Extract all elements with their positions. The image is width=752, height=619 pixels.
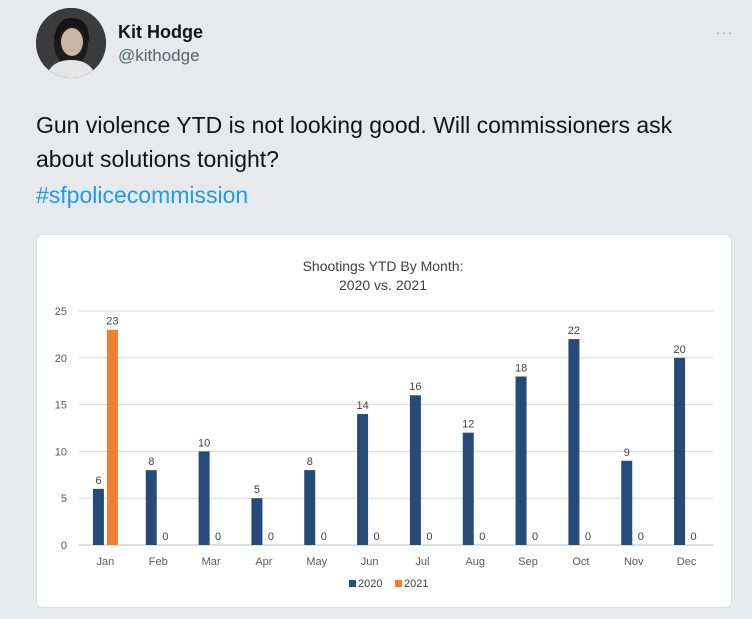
bar-2020-sep: [515, 376, 527, 545]
bar-2020-jan: [92, 488, 104, 545]
data-label: 8: [148, 456, 154, 468]
bar-chart: Shootings YTD By Month: 2020 vs. 2021 0 5…: [55, 258, 713, 590]
data-label: 0: [321, 531, 327, 543]
x-tick-label: Oct: [572, 556, 589, 568]
x-tick-label: Jan: [97, 556, 115, 568]
x-tick-label: Mar: [202, 556, 221, 568]
x-tick-label: Jun: [361, 556, 379, 568]
legend-label: 2021: [404, 578, 428, 590]
legend-swatch: [395, 580, 402, 587]
data-label: 0: [585, 531, 591, 543]
x-tick-label: Nov: [624, 556, 644, 568]
x-tick-label: Sep: [518, 556, 538, 568]
y-tick-label: 15: [55, 400, 67, 412]
author-name[interactable]: Kit Hodge: [118, 22, 203, 42]
y-tick-label: 25: [55, 306, 67, 318]
data-label: 0: [691, 531, 697, 543]
data-label: 22: [568, 325, 580, 337]
data-label: 5: [254, 484, 260, 496]
data-label: 16: [409, 381, 421, 393]
data-label: 18: [515, 363, 527, 375]
bar-2021-jan: [106, 329, 118, 545]
data-label: 0: [426, 531, 432, 543]
bar-2020-jul: [409, 395, 421, 545]
tweet-text: Gun violence YTD is not looking good. Wi…: [36, 112, 673, 172]
data-label: 6: [95, 475, 101, 487]
profile-photo-icon: [36, 8, 106, 78]
data-label: 9: [624, 447, 630, 459]
bar-2020-aug: [462, 432, 474, 545]
x-tick-label: Dec: [677, 556, 697, 568]
legend-swatch: [349, 580, 356, 587]
more-options-icon[interactable]: ···: [716, 24, 733, 40]
bar-2020-feb: [145, 470, 157, 545]
data-label: 0: [374, 531, 380, 543]
bar-2020-nov: [621, 460, 633, 545]
data-label: 0: [638, 531, 644, 543]
bar-2020-oct: [568, 339, 580, 545]
x-tick-label: May: [306, 556, 327, 568]
hashtag-link[interactable]: #sfpolicecommission: [36, 182, 249, 208]
data-label: 0: [532, 531, 538, 543]
x-tick-label: Aug: [465, 556, 485, 568]
bar-2020-may: [304, 470, 316, 545]
data-label: 12: [462, 419, 474, 431]
data-label: 14: [356, 400, 368, 412]
chart-title: Shootings YTD By Month:: [303, 258, 464, 274]
data-label: 0: [162, 531, 168, 543]
bar-2020-apr: [251, 498, 263, 545]
y-tick-label: 20: [55, 353, 67, 365]
legend-label: 2020: [358, 578, 382, 590]
chart-image[interactable]: Shootings YTD By Month: 2020 vs. 2021 0 5…: [36, 234, 732, 608]
x-tick-label: Feb: [149, 556, 168, 568]
bar-2020-mar: [198, 451, 210, 545]
bar-2020-dec: [674, 357, 686, 545]
x-tick-label: Jul: [415, 556, 429, 568]
avatar[interactable]: [36, 8, 106, 78]
x-tick-label: Apr: [255, 556, 272, 568]
y-tick-label: 0: [61, 540, 67, 552]
data-label: 23: [106, 316, 118, 328]
data-label: 8: [307, 456, 313, 468]
bar-2020-jun: [357, 413, 369, 545]
data-label: 0: [479, 531, 485, 543]
data-label: 20: [673, 344, 685, 356]
data-label: 0: [268, 531, 274, 543]
y-tick-label: 10: [55, 446, 67, 458]
author-handle[interactable]: @kithodge: [118, 46, 200, 65]
y-tick-label: 5: [61, 493, 67, 505]
data-label: 0: [215, 531, 221, 543]
chart-subtitle: 2020 vs. 2021: [339, 277, 427, 293]
data-label: 10: [198, 437, 210, 449]
